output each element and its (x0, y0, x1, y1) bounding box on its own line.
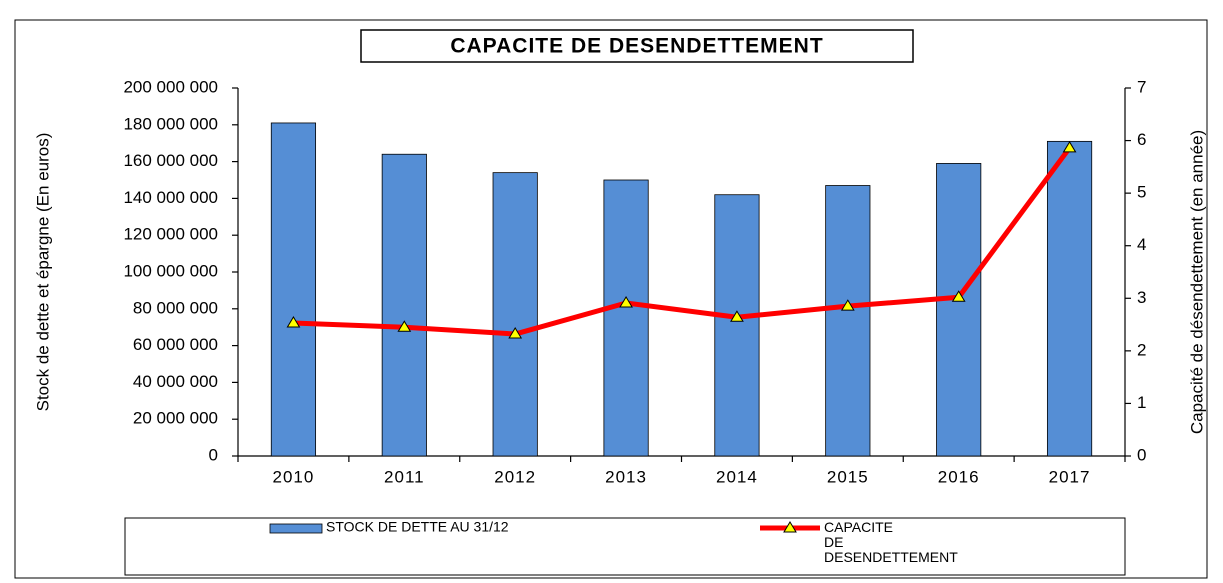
y-tick-label: 80 000 000 (133, 298, 218, 317)
x-tick-label: 2011 (384, 467, 425, 486)
bar (270, 122, 317, 457)
y-tick-label: 60 000 000 (133, 335, 218, 354)
bar (492, 172, 538, 457)
marker (1062, 140, 1077, 153)
bar (603, 179, 649, 457)
marker (286, 316, 301, 328)
bar (714, 194, 760, 457)
x-tick-label: 2010 (273, 467, 315, 486)
x-tick-label: 2013 (605, 467, 647, 486)
legend-label: CAPACITE DE DESENDETTEMENT (824, 519, 958, 565)
bar (936, 163, 982, 457)
y2-tick-label: 4 (1137, 235, 1146, 254)
bar (1046, 140, 1093, 457)
y2-tick-label: 6 (1137, 130, 1146, 149)
legend-label: STOCK DE DETTE AU 31/12 (326, 519, 509, 535)
bar (825, 185, 871, 457)
legend-marker (783, 521, 797, 533)
y-tick-label: 180 000 000 (123, 114, 218, 133)
y2-tick-label: 2 (1137, 340, 1146, 359)
y2-tick-label: 1 (1137, 393, 1146, 412)
y-tick-label: 20 000 000 (133, 409, 218, 428)
marker (951, 290, 966, 302)
marker (730, 310, 744, 322)
marker (508, 327, 523, 339)
y-tick-label: 200 000 000 (123, 77, 218, 96)
y2-tick-label: 7 (1137, 77, 1146, 96)
line (293, 146, 1072, 337)
y-tick-label: 140 000 000 (123, 188, 218, 207)
x-tick-label: 2016 (938, 467, 980, 486)
y2-tick-label: 3 (1137, 288, 1146, 307)
y-tick-label: 120 000 000 (123, 225, 218, 244)
y-axis-label: Stock de dette et épargne (En euros) (33, 133, 52, 412)
y-tick-label: 0 (209, 445, 218, 464)
legend-label-line: CAPACITE (824, 519, 893, 535)
frame (14, 19, 1208, 579)
legend-label-line: DE (824, 534, 843, 550)
y2-axis-label: Capacité de désendettement (en année) (1187, 130, 1206, 434)
y-tick-label: 40 000 000 (133, 372, 218, 391)
marker (397, 320, 412, 332)
legend-swatch (269, 523, 323, 534)
title-box (360, 29, 914, 63)
chart-title: CAPACITE DE DESENDETTEMENT (450, 35, 823, 58)
bar (381, 153, 427, 457)
marker (840, 299, 855, 311)
x-tick-label: 2012 (494, 467, 536, 486)
y2-tick-label: 0 (1137, 445, 1146, 464)
marker (619, 296, 633, 308)
legend-label-line: DESENDETTEMENT (824, 549, 958, 565)
x-tick-label: 2014 (716, 467, 758, 486)
x-tick-label: 2015 (827, 467, 869, 486)
y-tick-label: 160 000 000 (123, 151, 218, 170)
x-tick-label: 2017 (1049, 467, 1091, 486)
y2-tick-label: 5 (1137, 183, 1146, 202)
y-tick-label: 100 000 000 (123, 261, 218, 280)
